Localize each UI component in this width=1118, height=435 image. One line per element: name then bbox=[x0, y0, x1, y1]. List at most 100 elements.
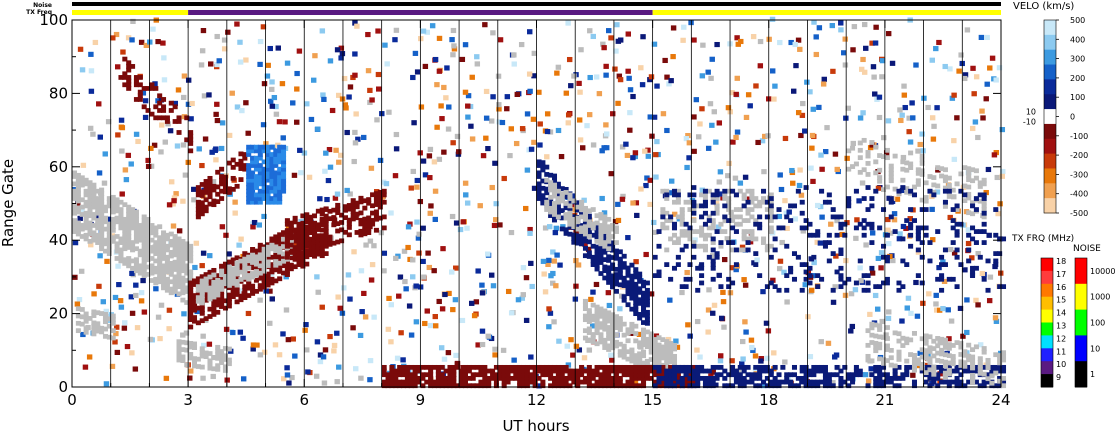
echo-cell bbox=[95, 328, 101, 334]
echo-cell bbox=[671, 342, 678, 348]
echo-cell bbox=[973, 379, 979, 385]
echo-cell bbox=[633, 292, 639, 298]
echo-cell bbox=[613, 379, 619, 385]
echo-cell bbox=[571, 232, 577, 238]
echo-cell bbox=[997, 236, 1003, 242]
echo-cell bbox=[977, 367, 983, 373]
echo-cell bbox=[764, 364, 770, 370]
echo-cell bbox=[814, 239, 820, 245]
echo-cell bbox=[524, 111, 531, 117]
echo-cell bbox=[164, 254, 170, 260]
echo-cell bbox=[315, 248, 321, 253]
echo-cell bbox=[927, 375, 933, 381]
echo-cell bbox=[540, 383, 546, 389]
echo-cell bbox=[569, 193, 576, 199]
echo-cell bbox=[277, 152, 283, 157]
echo-cell bbox=[691, 368, 697, 374]
echo-cell bbox=[946, 379, 952, 385]
echo-cell bbox=[613, 229, 619, 234]
echo-cell bbox=[195, 214, 201, 220]
echo-cell bbox=[869, 230, 876, 236]
echo-cell bbox=[844, 155, 850, 161]
echo-cell bbox=[207, 358, 213, 364]
echo-cell bbox=[641, 379, 647, 385]
echo-cell bbox=[575, 219, 581, 225]
echo-cell bbox=[332, 195, 339, 201]
echo-cell bbox=[714, 372, 720, 378]
echo-cell bbox=[671, 188, 678, 194]
echo-cell bbox=[710, 379, 716, 385]
echo-cell bbox=[710, 262, 716, 267]
echo-cell bbox=[215, 199, 221, 204]
echo-cell bbox=[211, 272, 217, 278]
echo-cell bbox=[229, 90, 235, 96]
echo-cell bbox=[737, 221, 743, 227]
echo-cell bbox=[470, 372, 476, 378]
echo-cell bbox=[501, 368, 507, 374]
echo-cell bbox=[261, 277, 267, 283]
echo-cell bbox=[929, 57, 935, 63]
echo-cell bbox=[730, 240, 736, 245]
echo-cell bbox=[117, 298, 124, 304]
echo-cell bbox=[126, 204, 132, 210]
echo-cell bbox=[126, 60, 132, 66]
echo-cell bbox=[145, 220, 151, 226]
echo-cell bbox=[838, 273, 844, 279]
echo-cell bbox=[353, 111, 359, 117]
echo-cell bbox=[548, 368, 554, 374]
echo-cell bbox=[412, 372, 418, 378]
echo-cell bbox=[304, 347, 310, 353]
echo-cell bbox=[729, 265, 735, 271]
echo-cell bbox=[970, 178, 976, 184]
echo-cell bbox=[861, 232, 867, 238]
echo-cell bbox=[865, 221, 871, 227]
echo-cell bbox=[118, 221, 124, 227]
echo-cell bbox=[479, 290, 486, 296]
echo-cell bbox=[644, 340, 650, 346]
echo-cell bbox=[130, 258, 136, 264]
echo-cell bbox=[838, 284, 844, 290]
echo-cell bbox=[687, 364, 693, 370]
echo-cell bbox=[508, 126, 515, 132]
echo-cell bbox=[424, 364, 430, 370]
echo-cell bbox=[973, 297, 979, 303]
echo-cell bbox=[393, 379, 399, 385]
echo-cell bbox=[860, 56, 866, 63]
echo-cell bbox=[567, 375, 573, 381]
echo-cell bbox=[668, 372, 674, 378]
echo-cell bbox=[877, 167, 883, 173]
echo-cell bbox=[257, 188, 263, 194]
echo-cell bbox=[884, 254, 890, 260]
echo-cell bbox=[803, 218, 809, 223]
echo-cell bbox=[281, 376, 287, 382]
echo-cell bbox=[769, 68, 776, 74]
echo-cell bbox=[79, 321, 85, 327]
echo-cell bbox=[490, 94, 496, 100]
echo-cell bbox=[153, 104, 159, 110]
velocity-tick-label: 400 bbox=[1070, 35, 1085, 44]
echo-cell bbox=[829, 23, 836, 29]
echo-cell bbox=[923, 348, 929, 353]
echo-cell bbox=[106, 323, 112, 329]
echo-cell bbox=[310, 77, 317, 83]
echo-cell bbox=[726, 196, 732, 201]
echo-cell bbox=[687, 192, 693, 198]
echo-cell bbox=[331, 215, 337, 220]
echo-cell bbox=[733, 379, 739, 385]
echo-cell bbox=[157, 336, 163, 342]
echo-cell bbox=[997, 364, 1003, 370]
echo-cell bbox=[199, 296, 205, 302]
echo-cell bbox=[613, 277, 619, 283]
echo-cell bbox=[315, 238, 321, 243]
echo-cell bbox=[153, 251, 159, 256]
echo-cell bbox=[250, 260, 256, 265]
echo-cell bbox=[768, 199, 774, 205]
echo-cell bbox=[745, 372, 751, 378]
echo-cell bbox=[737, 364, 743, 370]
echo-cell bbox=[716, 272, 722, 278]
echo-cell bbox=[555, 192, 561, 198]
echo-cell bbox=[145, 257, 151, 263]
echo-cell bbox=[335, 228, 341, 234]
echo-cell bbox=[346, 217, 352, 223]
